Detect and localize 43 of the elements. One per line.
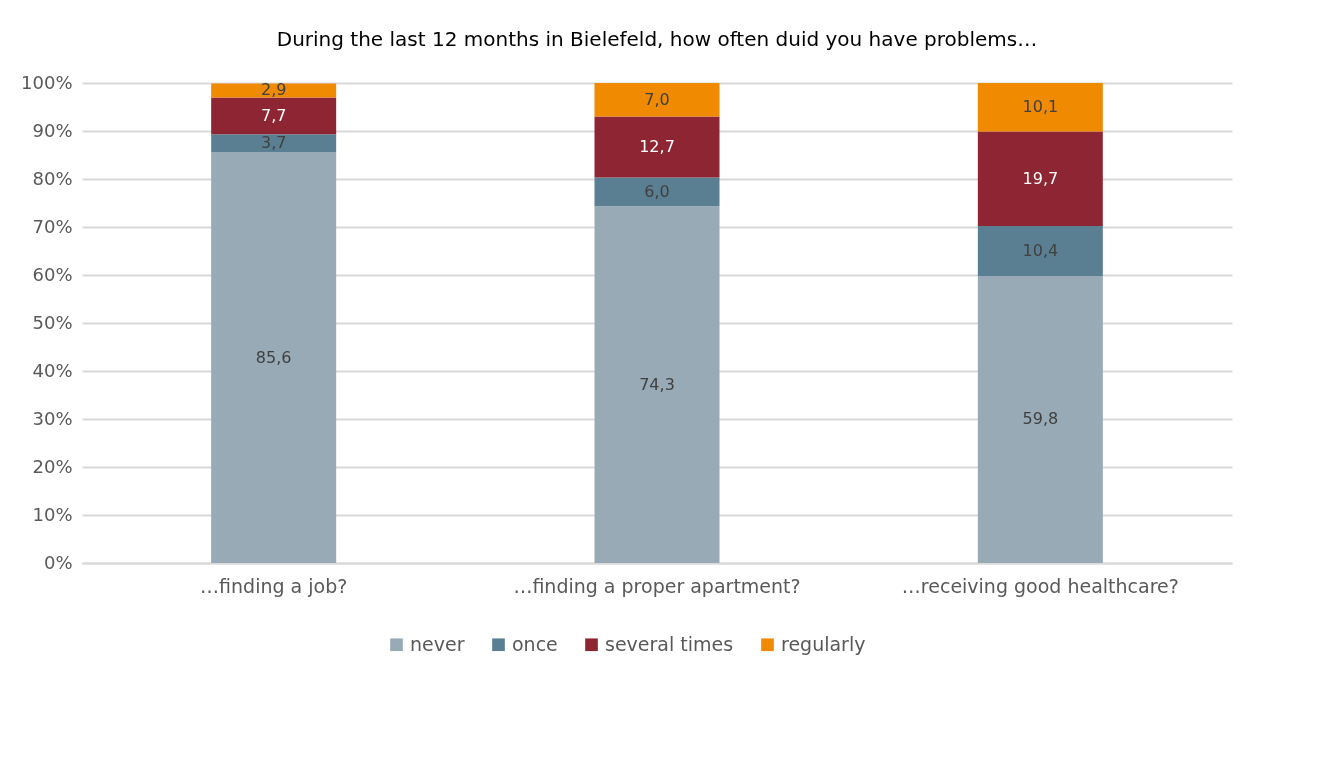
legend-label: once <box>512 632 558 655</box>
bar <box>594 116 720 178</box>
y-tick-label: 40% <box>32 359 73 381</box>
legend-label: regularly <box>781 632 866 655</box>
data-label: 10,4 <box>1022 241 1059 260</box>
data-label: 6,0 <box>644 181 670 201</box>
y-tick-label: 10% <box>32 503 73 525</box>
bar <box>977 83 1103 132</box>
data-label: 7,0 <box>644 89 670 109</box>
y-tick-label: 100% <box>21 71 73 93</box>
bar <box>211 83 337 98</box>
data-label: 10,1 <box>1022 97 1059 117</box>
y-tick-label: 70% <box>32 215 73 237</box>
x-tick-label: …finding a proper apartment? <box>513 574 801 597</box>
bar <box>977 226 1103 276</box>
y-tick-label: 80% <box>32 167 73 189</box>
bar <box>977 131 1103 227</box>
bar <box>977 275 1103 563</box>
legend-label: never <box>410 632 465 655</box>
data-label: 12,7 <box>639 137 675 157</box>
bar <box>594 83 720 117</box>
bar <box>594 177 720 207</box>
y-tick-label: 20% <box>32 455 73 477</box>
chart-title: During the last 12 months in Bielefeld, how often duid you have problems… <box>276 27 1038 51</box>
data-label: 85,6 <box>255 347 292 367</box>
bar <box>211 152 337 563</box>
bar <box>594 206 720 563</box>
data-label: 74,3 <box>639 374 675 394</box>
data-label: 7,7 <box>260 105 287 125</box>
x-tick-label: …finding a job? <box>200 574 348 597</box>
y-tick-label: 50% <box>32 311 73 333</box>
y-tick-label: 90% <box>32 119 73 141</box>
y-tick-label: 30% <box>32 407 73 429</box>
data-label: 3,7 <box>260 133 287 153</box>
bar <box>211 97 337 135</box>
y-tick-label: 0% <box>43 551 73 573</box>
data-label: 59,8 <box>1022 409 1059 429</box>
data-label: 2,9 <box>260 80 287 100</box>
bar <box>211 134 337 153</box>
x-tick-label: …receiving good healthcare? <box>901 574 1179 597</box>
data-label: 19,7 <box>1022 168 1059 188</box>
legend-label: several times <box>605 632 734 655</box>
y-tick-label: 60% <box>32 263 73 285</box>
